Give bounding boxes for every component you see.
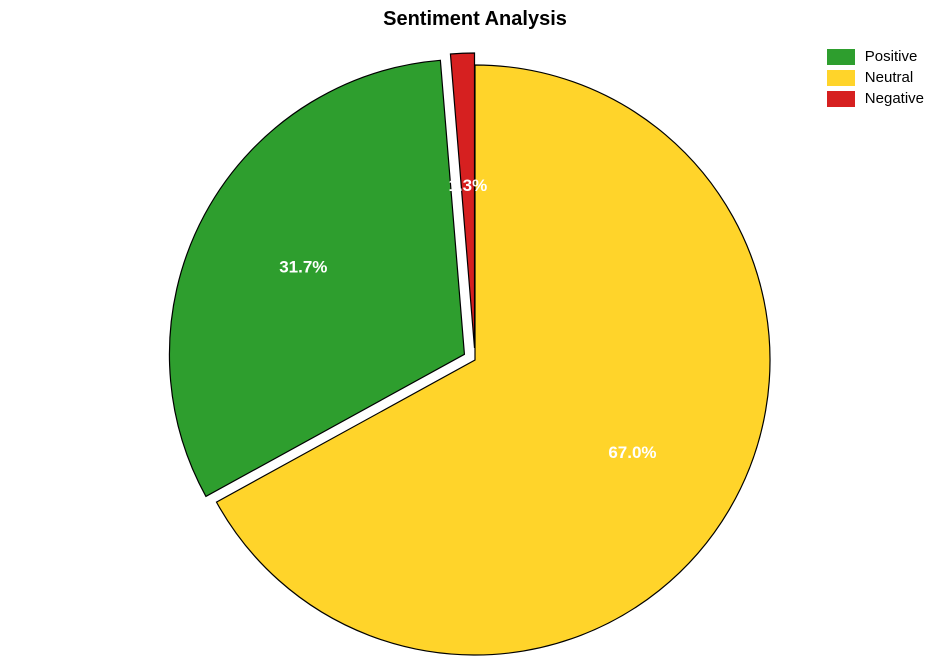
legend-label: Neutral <box>865 69 913 86</box>
legend-swatch <box>827 91 855 107</box>
legend-swatch <box>827 70 855 86</box>
legend: Positive Neutral Negative <box>827 48 924 111</box>
legend-swatch <box>827 49 855 65</box>
legend-label: Positive <box>865 48 918 65</box>
legend-item: Negative <box>827 90 924 107</box>
pie-slice-label: 31.7% <box>279 258 327 277</box>
pie-slice-label: 67.0% <box>608 443 656 462</box>
pie-chart: 67.0% 31.7% 1.3% <box>0 40 950 660</box>
legend-item: Positive <box>827 48 924 65</box>
chart-container: Sentiment Analysis 67.0% 31.7% 1.3% Positi… <box>0 0 950 662</box>
chart-title: Sentiment Analysis <box>383 8 567 31</box>
legend-label: Negative <box>865 90 924 107</box>
pie-slice-label: 1.3% <box>449 176 488 195</box>
legend-item: Neutral <box>827 69 924 86</box>
